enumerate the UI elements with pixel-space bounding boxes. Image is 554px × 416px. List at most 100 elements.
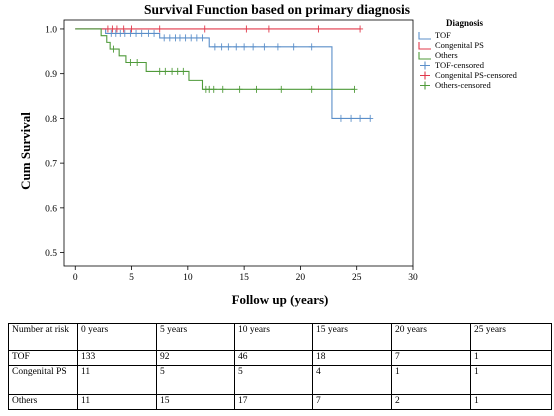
table-cell: 18 — [312, 350, 392, 366]
legend-item: TOF-censored — [418, 60, 517, 70]
number-at-risk-table: Number at risk 0 years 5 years 10 years … — [8, 323, 552, 410]
censor-mark — [133, 29, 140, 37]
censor-mark — [188, 34, 195, 42]
censor-mark — [174, 67, 181, 75]
censor-mark — [348, 114, 355, 122]
censor-mark — [290, 43, 297, 51]
censor-mark — [182, 34, 189, 42]
table-cell: 7 — [391, 350, 471, 366]
legend: Diagnosis TOF Congenital PS Others TOF-cens… — [418, 18, 517, 90]
censor-mark — [210, 85, 217, 93]
legend-label: Others-censored — [435, 80, 491, 90]
censor-mark — [176, 34, 183, 42]
table-row: Congenital PS 11 5 5 4 1 1 — [8, 365, 552, 395]
table-cell: 7 — [312, 394, 392, 410]
censor-mark — [218, 43, 225, 51]
censor-mark — [308, 43, 315, 51]
table-row: Others 11 15 17 7 2 1 — [8, 394, 552, 410]
series-line-others — [75, 28, 355, 90]
table-cell: 5 — [156, 365, 235, 395]
y-tick-label: 0.9 — [45, 70, 57, 80]
legend-label: Congenital PS — [435, 40, 484, 50]
table-cell: 11 — [77, 394, 157, 410]
legend-line-swatch — [418, 41, 431, 50]
table-cell: 5 years — [156, 323, 235, 351]
legend-label: Others — [435, 50, 458, 60]
x-tick-label: 0 — [73, 273, 78, 283]
table-cell: 1 — [391, 365, 471, 395]
table-cell: 1 — [470, 365, 552, 395]
censor-mark — [127, 58, 134, 66]
table-cell: 1 — [470, 394, 552, 410]
censor-mark — [113, 25, 120, 33]
censor-mark — [241, 43, 248, 51]
y-tick-label: 0.5 — [45, 249, 57, 259]
legend-step-icon — [418, 31, 431, 40]
censor-mark — [161, 34, 168, 42]
table-cell: Others — [8, 394, 78, 410]
censor-mark — [110, 45, 117, 53]
x-axis-label: Follow up (years) — [231, 292, 329, 307]
censor-mark — [225, 43, 232, 51]
legend-item: TOF — [418, 30, 517, 40]
censor-mark — [253, 85, 260, 93]
censor-mark — [162, 67, 169, 75]
survival-plot: 0 5 10 15 20 25 30 0.5 0.6 0.7 0.8 0.9 1.0 — [45, 19, 418, 283]
censor-mark — [201, 25, 208, 33]
y-tick-label: 0.7 — [45, 160, 57, 170]
table-row: TOF 133 92 46 18 7 1 — [8, 350, 552, 366]
censor-mark — [169, 67, 176, 75]
censor-mark — [138, 29, 145, 37]
legend-plus-icon — [420, 71, 430, 79]
x-tick-label: 30 — [408, 273, 418, 283]
censor-mark — [357, 114, 364, 122]
y-tick-label: 1.0 — [45, 25, 57, 35]
legend-item: Congenital PS — [418, 40, 517, 50]
censor-mark — [357, 25, 364, 33]
series-line-tof — [75, 28, 371, 119]
censor-mark — [151, 29, 158, 37]
censor-mark — [145, 29, 152, 37]
table-cell: 10 years — [234, 323, 313, 351]
y-axis-label: Cum Survival — [18, 112, 33, 190]
x-tick-label: 5 — [129, 273, 134, 283]
legend-step-icon — [418, 51, 431, 60]
legend-label: TOF-censored — [435, 60, 484, 70]
legend-censor-swatch — [420, 81, 430, 89]
table-cell: 15 — [156, 394, 235, 410]
y-tick-label: 0.8 — [45, 115, 57, 125]
legend-item: Others — [418, 50, 517, 60]
table-header-row: Number at risk 0 years 5 years 10 years … — [8, 323, 552, 351]
table-cell: TOF — [8, 350, 78, 366]
table-cell: 25 years — [470, 323, 552, 351]
legend-item: Congenital PS-censored — [418, 70, 517, 80]
censor-mark — [193, 34, 200, 42]
censor-mark — [128, 25, 135, 33]
x-tick-label: 15 — [239, 273, 249, 283]
censor-mark — [250, 43, 257, 51]
censor-mark — [278, 85, 285, 93]
censor-mark — [127, 29, 134, 37]
censor-mark — [121, 29, 128, 37]
censor-mark — [351, 85, 358, 93]
legend-item: Others-censored — [418, 80, 517, 90]
table-cell: 4 — [312, 365, 392, 395]
censor-mark — [180, 67, 187, 75]
table-cell: 11 — [77, 365, 157, 395]
table-cell: 20 years — [391, 323, 471, 351]
legend-censor-swatch — [420, 61, 430, 69]
censor-mark — [315, 25, 322, 33]
chart-title: Survival Function based on primary diagn… — [144, 2, 410, 17]
censor-mark — [156, 67, 163, 75]
censor-mark — [367, 114, 374, 122]
legend-label: Congenital PS-censored — [435, 70, 517, 80]
censor-mark — [120, 25, 127, 33]
censor-mark — [156, 25, 163, 33]
table-cell: 2 — [391, 394, 471, 410]
legend-censor-swatch — [420, 71, 430, 79]
censor-mark — [233, 43, 240, 51]
censor-mark — [211, 43, 218, 51]
table-cell: 1 — [470, 350, 552, 366]
table-cell: Number at risk — [8, 323, 78, 351]
censor-mark — [274, 43, 281, 51]
